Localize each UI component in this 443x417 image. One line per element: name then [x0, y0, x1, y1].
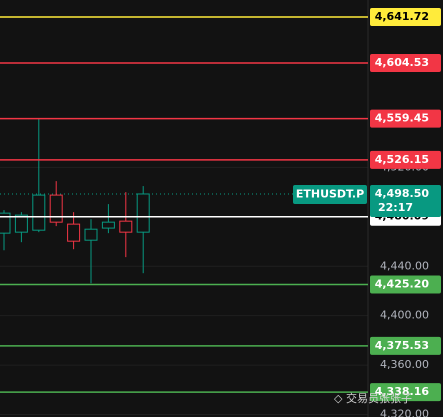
watermark: ◇ 交易员张张子 [334, 391, 412, 405]
candle-body [32, 194, 46, 231]
level-label: 4,375.53 [375, 339, 429, 352]
level-label: 4,338.16 [375, 385, 430, 398]
candle-body [84, 228, 98, 241]
level-label: 4,559.45 [375, 112, 429, 125]
candle-body [67, 223, 81, 242]
symbol-label: ETHUSDT.P [296, 187, 364, 200]
level-label: 4,604.53 [375, 56, 429, 69]
level-label-box [370, 383, 441, 402]
y-tick-label: 4,400.00 [380, 309, 429, 322]
level-label-box [370, 109, 441, 128]
level-label: 4,526.15 [375, 153, 429, 166]
candle-body [49, 194, 63, 223]
y-tick-label: 4,360.00 [380, 358, 429, 371]
candle-body [101, 221, 115, 229]
y-tick-label: 4,440.00 [380, 259, 429, 272]
price-label: 4,498.50 [375, 187, 430, 200]
level-label-box [370, 336, 441, 355]
price-box [370, 184, 441, 217]
y-tick-label: 4,320.00 [380, 408, 429, 417]
candle-body [119, 220, 133, 233]
level-label-box [370, 53, 441, 72]
level-label-box [370, 150, 441, 169]
candle-body [14, 214, 28, 233]
level-label: 4,425.20 [375, 278, 430, 291]
symbol-box [293, 184, 367, 204]
candle-body [136, 193, 150, 233]
level-label: 4,641.72 [375, 10, 429, 23]
level-label-box [370, 275, 441, 294]
level-label-box [370, 8, 441, 27]
countdown-label: 22:17 [378, 201, 413, 214]
candle-body [0, 212, 11, 234]
